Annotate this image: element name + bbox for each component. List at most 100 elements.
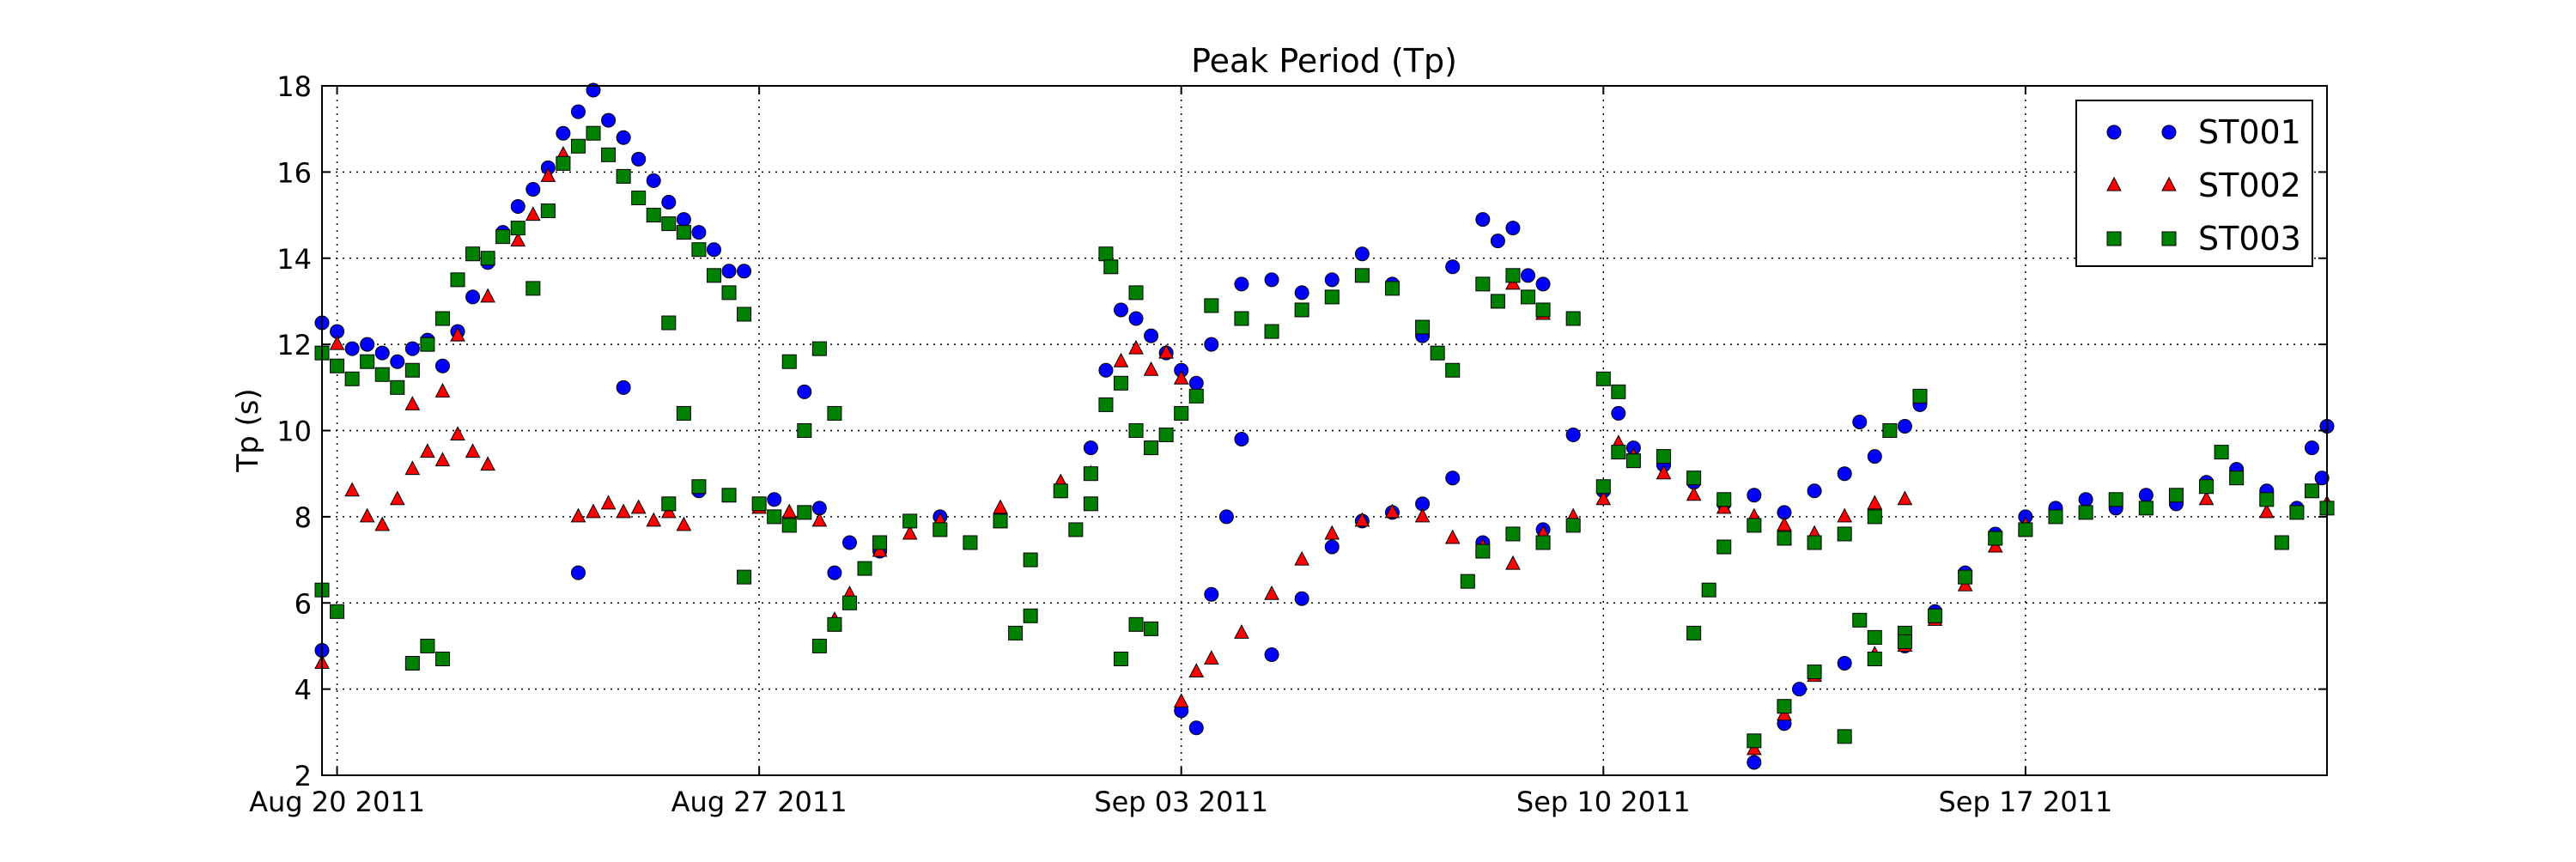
data-point bbox=[570, 565, 586, 580]
data-point bbox=[721, 264, 737, 279]
data-point bbox=[360, 337, 375, 352]
data-point bbox=[993, 513, 1008, 529]
data-point bbox=[797, 423, 812, 438]
data-point bbox=[450, 326, 465, 342]
data-point bbox=[1837, 507, 1853, 523]
data-point bbox=[389, 490, 405, 506]
data-point bbox=[1716, 539, 1732, 555]
data-point bbox=[676, 212, 691, 228]
y-tick-label: 18 bbox=[276, 70, 312, 103]
data-point bbox=[601, 147, 617, 162]
data-point bbox=[1188, 663, 1205, 678]
data-point bbox=[1324, 272, 1340, 288]
data-point bbox=[344, 341, 360, 356]
data-point bbox=[737, 307, 752, 322]
data-point bbox=[857, 561, 872, 576]
data-point bbox=[1098, 397, 1114, 412]
data-point bbox=[1565, 518, 1581, 533]
data-point bbox=[1777, 699, 1792, 714]
data-point bbox=[751, 496, 767, 512]
data-point bbox=[1686, 470, 1702, 486]
data-point bbox=[1521, 289, 1536, 305]
legend-marker bbox=[2161, 124, 2177, 140]
data-point bbox=[767, 492, 782, 507]
data-point bbox=[1837, 729, 1852, 744]
data-point bbox=[330, 604, 345, 619]
data-point bbox=[1385, 281, 1400, 296]
data-point bbox=[797, 384, 812, 399]
data-point bbox=[434, 358, 450, 373]
data-point bbox=[1144, 621, 1159, 636]
data-point bbox=[1852, 612, 1868, 628]
data-point bbox=[1656, 464, 1672, 480]
data-point bbox=[450, 426, 465, 441]
data-point bbox=[556, 155, 571, 171]
y-tick-label: 12 bbox=[276, 329, 312, 361]
data-point bbox=[646, 512, 662, 527]
data-point bbox=[676, 225, 691, 240]
data-point bbox=[420, 638, 435, 653]
data-point bbox=[1204, 337, 1219, 352]
data-point bbox=[1535, 302, 1551, 318]
data-point bbox=[601, 112, 617, 128]
legend: ST001 ST002 ST003 bbox=[2075, 100, 2313, 267]
data-point bbox=[1897, 490, 1913, 506]
data-point bbox=[1611, 384, 1626, 399]
data-point bbox=[1144, 440, 1159, 456]
data-point bbox=[631, 151, 647, 167]
data-point bbox=[827, 616, 842, 632]
series-st003 bbox=[314, 125, 2335, 749]
data-point bbox=[1852, 414, 1868, 429]
data-point bbox=[2048, 509, 2063, 525]
data-point bbox=[1264, 646, 1279, 662]
legend-label: ST001 bbox=[2198, 113, 2301, 151]
data-point bbox=[570, 104, 586, 119]
data-point bbox=[841, 595, 857, 610]
data-point bbox=[1837, 466, 1852, 482]
legend-marker bbox=[2161, 176, 2177, 191]
data-point bbox=[1188, 388, 1204, 404]
data-point bbox=[1445, 259, 1461, 275]
data-point bbox=[2229, 470, 2245, 486]
data-point bbox=[1113, 375, 1128, 391]
data-point bbox=[1505, 555, 1521, 570]
data-point bbox=[2304, 483, 2319, 499]
data-point bbox=[661, 216, 677, 232]
data-point bbox=[2289, 505, 2305, 520]
data-point bbox=[1023, 608, 1038, 623]
data-point bbox=[1128, 423, 1144, 438]
data-point bbox=[1103, 259, 1119, 275]
y-tick-label: 10 bbox=[276, 416, 312, 448]
data-point bbox=[827, 405, 842, 421]
chart-title: Peak Period (Tp) bbox=[1191, 42, 1457, 80]
data-point bbox=[1203, 650, 1219, 665]
data-point bbox=[1415, 319, 1431, 335]
data-point bbox=[2078, 505, 2093, 520]
data-point bbox=[434, 311, 450, 326]
data-point bbox=[1444, 529, 1461, 544]
legend-marker bbox=[2161, 231, 2177, 246]
data-point bbox=[434, 452, 451, 467]
data-point bbox=[1264, 324, 1279, 339]
data-point bbox=[1008, 625, 1024, 640]
data-point bbox=[1867, 629, 1882, 645]
data-point bbox=[811, 638, 827, 653]
data-point bbox=[540, 203, 556, 219]
data-point bbox=[737, 569, 752, 585]
data-point bbox=[420, 443, 435, 458]
data-point bbox=[1535, 535, 1551, 550]
data-point bbox=[1144, 328, 1159, 343]
data-point bbox=[526, 281, 541, 296]
data-point bbox=[1023, 552, 1038, 568]
data-point bbox=[1445, 362, 1461, 378]
data-point bbox=[374, 345, 390, 361]
data-point bbox=[1686, 486, 1702, 501]
data-point bbox=[1354, 512, 1370, 527]
data-point bbox=[374, 367, 390, 382]
data-point bbox=[2199, 479, 2215, 495]
data-point bbox=[1747, 488, 1762, 503]
data-point bbox=[1521, 268, 1536, 283]
data-point bbox=[1053, 483, 1068, 499]
data-point bbox=[1234, 432, 1249, 447]
data-point bbox=[1294, 591, 1309, 606]
